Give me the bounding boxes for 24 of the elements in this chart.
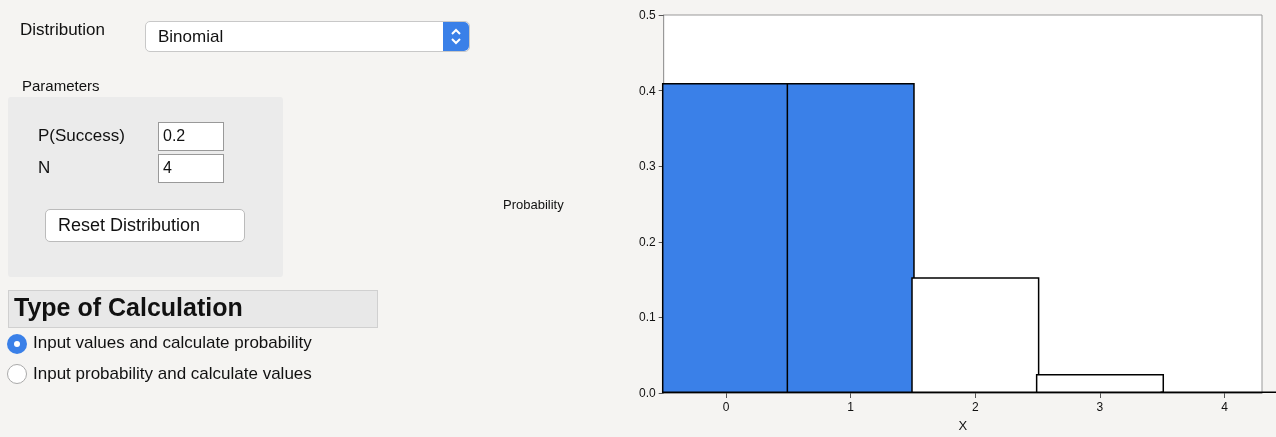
- x-tick-label: 2: [971, 400, 979, 414]
- text: 4: [163, 159, 172, 177]
- x-axis-title: X: [958, 418, 968, 433]
- text: Input values and calculate probability: [33, 333, 312, 353]
- text: Parameters: [22, 77, 100, 94]
- y-tick-label: 0.2: [639, 234, 657, 249]
- y-tick-label: 0.3: [639, 159, 657, 174]
- x-tick-label: 0: [722, 400, 730, 414]
- y-tick-label: 0.4: [639, 83, 657, 98]
- y-tick-label: 0.0: [639, 386, 657, 400]
- y-tick-label: 0.1: [639, 310, 657, 325]
- y-tick-label: 0.5: [639, 8, 657, 22]
- text: Reset Distribution: [58, 215, 201, 236]
- text: Type of Calculation: [14, 293, 243, 322]
- text: Input probability and calculate values: [33, 364, 312, 384]
- x-tick-label: 3: [1096, 400, 1104, 414]
- y-axis-title: Probability: [502, 196, 565, 212]
- text: 0.2: [163, 127, 186, 145]
- text: N: [38, 158, 51, 178]
- text: Distribution: [20, 20, 106, 40]
- text: Binomial: [158, 27, 224, 47]
- text: P(Success): [38, 126, 125, 146]
- x-tick-label: 1: [847, 400, 855, 414]
- x-tick-label: 4: [1221, 400, 1229, 414]
